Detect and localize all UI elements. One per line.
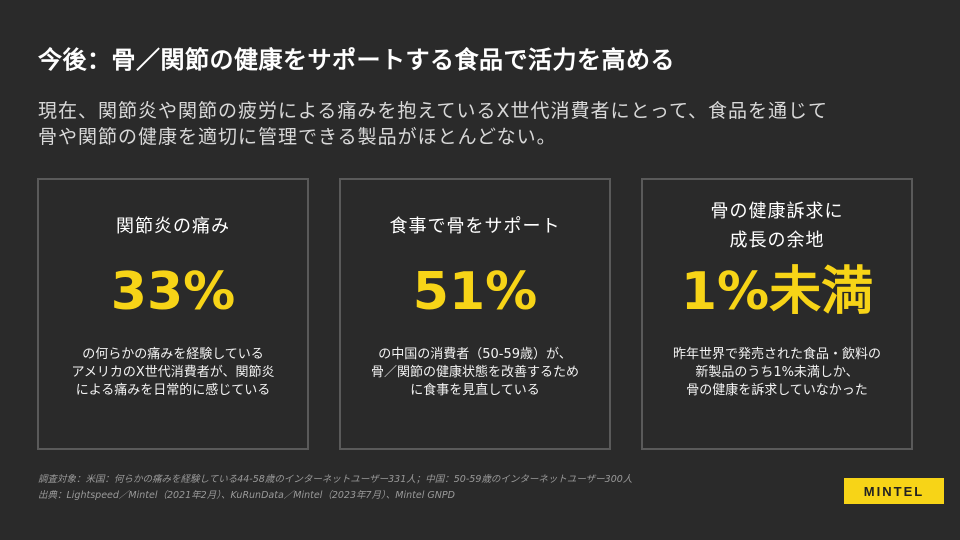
card-description-line: 骨の健康を訴求していなかった bbox=[686, 383, 868, 398]
card-description: の何らかの痛みを経験している アメリカのX世代消費者が、関節炎 による痛みを日常… bbox=[45, 346, 301, 400]
stat-card-growth-opportunity: 骨の健康訴求に 成長の余地 1%未満 昨年世界で発売された食品・飲料の 新製品の… bbox=[641, 178, 913, 450]
slide-title: 今後：骨／関節の健康をサポートする食品で活力を高める bbox=[38, 46, 675, 74]
card-description: 昨年世界で発売された食品・飲料の 新製品のうち1%未満しか、 骨の健康を訴求して… bbox=[649, 346, 905, 400]
subtitle-line: 骨や関節の健康を適切に管理できる製品がほとんどない。 bbox=[38, 126, 557, 148]
card-heading-line: 骨の健康訴求に bbox=[710, 201, 844, 222]
card-description-line: アメリカのX世代消費者が、関節炎 bbox=[71, 365, 275, 380]
card-description-line: に食事を見直している bbox=[410, 383, 540, 398]
card-description-line: 新製品のうち1%未満しか、 bbox=[695, 365, 859, 380]
card-description-line: 昨年世界で発売された食品・飲料の bbox=[672, 347, 881, 362]
subtitle-line: 現在、関節炎や関節の疲労による痛みを抱えているX世代消費者にとって、食品を通じて bbox=[38, 100, 829, 122]
card-stat: 51% bbox=[412, 262, 538, 322]
card-stat: 1%未満 bbox=[680, 262, 874, 322]
card-heading: 関節炎の痛み bbox=[39, 212, 307, 241]
card-heading: 食事で骨をサポート bbox=[341, 212, 609, 241]
card-description-line: の中国の消費者（50-59歳）が、 bbox=[378, 347, 572, 362]
mintel-logo: MINTEL bbox=[844, 478, 944, 504]
stat-card-diet-bone-support: 食事で骨をサポート 51% の中国の消費者（50-59歳）が、 骨／関節の健康状… bbox=[339, 178, 611, 450]
footnote: 調査対象：米国：何らかの痛みを経験している44-58歳のインターネットユーザー3… bbox=[38, 472, 632, 504]
card-heading-line: 食事で骨をサポート bbox=[389, 216, 561, 237]
card-heading-line: 成長の余地 bbox=[729, 230, 825, 251]
slide-subtitle: 現在、関節炎や関節の疲労による痛みを抱えているX世代消費者にとって、食品を通じて… bbox=[38, 98, 918, 150]
footnote-survey: 調査対象：米国：何らかの痛みを経験している44-58歳のインターネットユーザー3… bbox=[38, 474, 633, 485]
card-description: の中国の消費者（50-59歳）が、 骨／関節の健康状態を改善するため に食事を見… bbox=[347, 346, 603, 400]
card-heading: 骨の健康訴求に 成長の余地 bbox=[643, 197, 911, 255]
card-stat: 33% bbox=[110, 262, 236, 322]
stat-card-arthritis-pain: 関節炎の痛み 33% の何らかの痛みを経験している アメリカのX世代消費者が、関… bbox=[37, 178, 309, 450]
card-description-line: による痛みを日常的に感じている bbox=[75, 383, 271, 398]
card-heading-line: 関節炎の痛み bbox=[116, 216, 230, 237]
footnote-source: 出典：Lightspeed／Mintel（2021年2月）、KuRunData／… bbox=[38, 490, 455, 501]
card-description-line: の何らかの痛みを経験している bbox=[82, 347, 264, 362]
card-description-line: 骨／関節の健康状態を改善するため bbox=[370, 365, 579, 380]
